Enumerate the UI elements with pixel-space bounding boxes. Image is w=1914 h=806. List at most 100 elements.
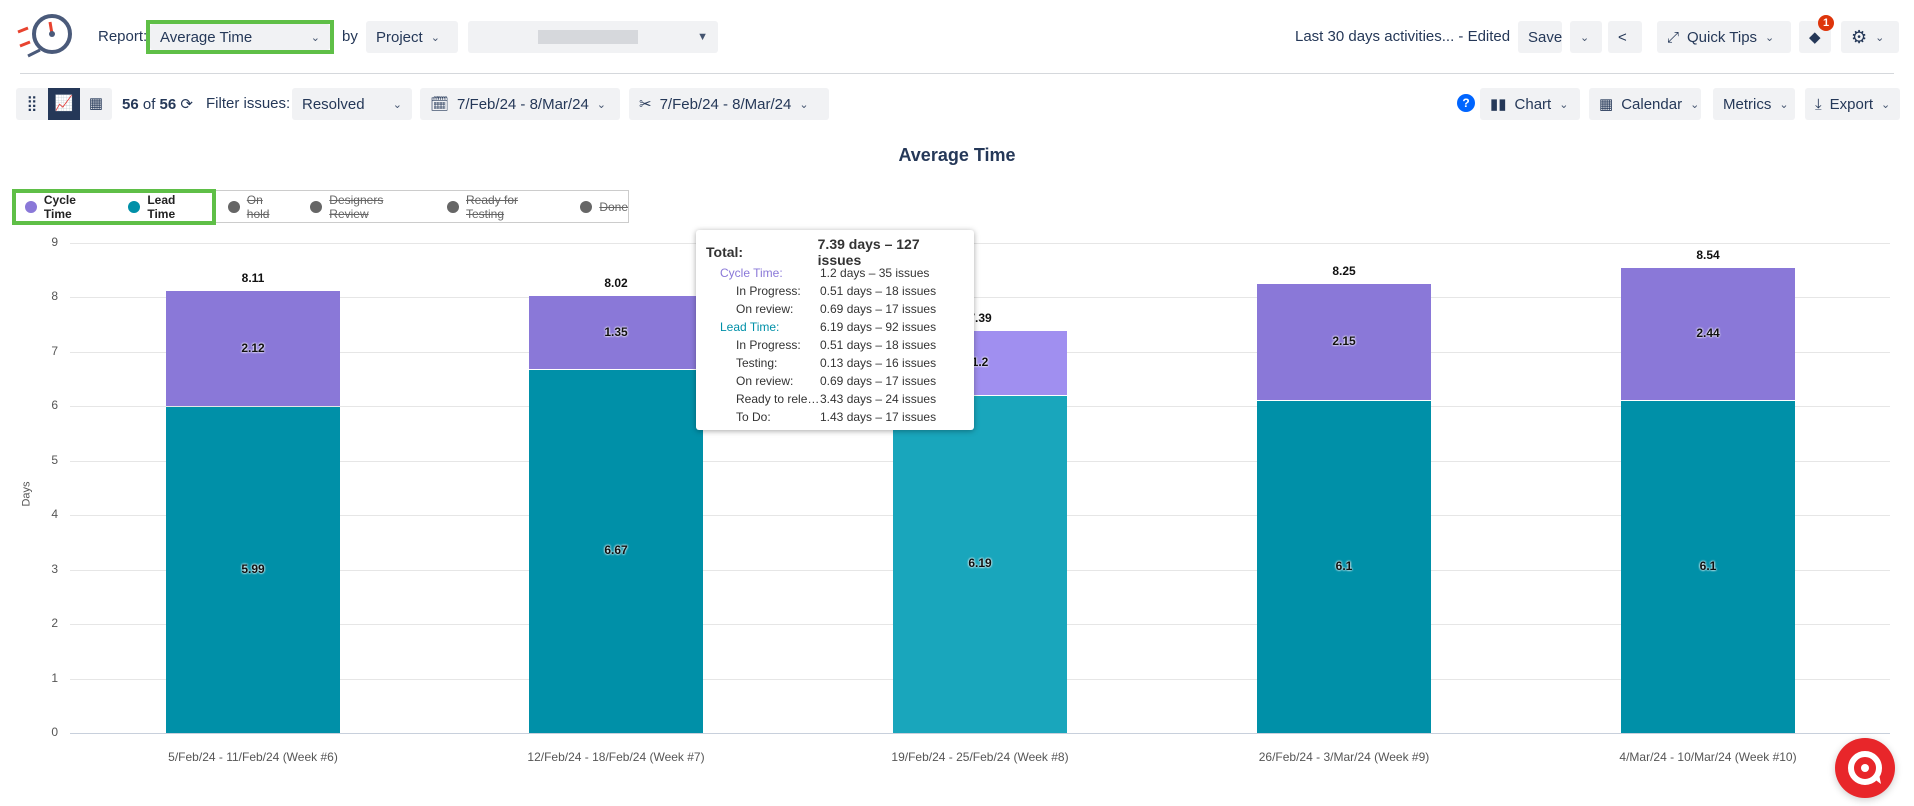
bar-value-label: 6.19 — [968, 556, 992, 571]
legend-dot — [25, 200, 37, 213]
lead-time-bar[interactable] — [1621, 400, 1795, 733]
tooltip-value: 0.69 days – 17 issues — [820, 302, 937, 316]
scissors-icon: ✂ — [639, 96, 652, 113]
bar-value-label: 1.35 — [604, 325, 628, 340]
tooltip-value: 7.39 days – 127 issues — [817, 236, 920, 268]
notification-badge: 1 — [1818, 15, 1834, 31]
table-view-icon[interactable]: ▦ — [88, 95, 104, 112]
save-options-button[interactable]: ⌄ — [1570, 21, 1602, 53]
tooltip-value: 0.69 days – 17 issues — [820, 374, 937, 388]
save-button[interactable]: Save — [1518, 21, 1562, 53]
legend-dot — [128, 200, 141, 213]
legend-highlight — [12, 189, 216, 225]
tooltip-key: To Do: — [736, 410, 771, 424]
lead-time-bar[interactable] — [1257, 400, 1431, 733]
bar-total-label: 8.11 — [241, 271, 265, 286]
grid-view-icon[interactable]: ⣿ — [26, 95, 38, 112]
cycle-time-bar[interactable] — [529, 296, 703, 369]
y-tick-label: 3 — [51, 561, 58, 576]
y-tick-label: 5 — [51, 452, 58, 467]
export-label: Export — [1829, 95, 1873, 113]
tooltip-row: Ready to release:3.43 days – 24 issues — [706, 390, 964, 408]
report-select-highlight — [146, 20, 334, 54]
tooltip-row: Cycle Time: 1.2 days – 35 issues — [706, 264, 964, 282]
bar-total-label: 8.02 — [604, 276, 628, 291]
tooltip-key: Ready to release: — [736, 392, 820, 406]
settings-button[interactable]: ⚙ ⌄ — [1841, 21, 1899, 53]
chevron-down-icon: ⌄ — [799, 98, 809, 111]
chevron-down-icon: ⌄ — [1580, 31, 1590, 44]
cycle-time-bar[interactable] — [166, 291, 340, 406]
app-logo — [14, 12, 78, 60]
tooltip-value: 0.13 days – 16 issues — [820, 356, 937, 370]
legend-item[interactable]: Lead Time — [128, 193, 205, 221]
filter-select[interactable]: Resolved ⌄ — [292, 88, 412, 120]
report-select[interactable]: Average Time ⌄ — [150, 24, 330, 50]
share-button[interactable]: < — [1608, 21, 1642, 53]
lead-time-bar[interactable] — [166, 406, 340, 733]
x-tick-label: 4/Mar/24 - 10/Mar/24 (Week #10) — [1619, 750, 1797, 764]
tooltip-value: 6.19 days – 92 issues — [820, 320, 937, 334]
x-tick-label: 12/Feb/24 - 18/Feb/24 (Week #7) — [527, 750, 705, 764]
y-tick-label: 6 — [51, 398, 58, 413]
help-icon[interactable]: ? — [1457, 94, 1475, 112]
tooltip-row: On review: 0.69 days – 17 issues — [706, 300, 964, 318]
cycle-time-bar[interactable] — [1621, 268, 1795, 400]
legend-dot — [227, 200, 240, 213]
chart-title: Average Time — [898, 145, 1016, 165]
legend-label: Designers Review — [329, 192, 384, 221]
tooltip-key: On review: — [736, 374, 794, 388]
x-tick-label: 5/Feb/24 - 11/Feb/24 (Week #6) — [168, 750, 338, 764]
legend-item[interactable]: On hold — [227, 193, 289, 221]
bar-total-label: 8.54 — [1696, 248, 1720, 263]
legend-label: Ready for Testing — [466, 192, 519, 221]
x-tick-label: 26/Feb/24 - 3/Mar/24 (Week #9) — [1258, 750, 1430, 764]
project-select[interactable]: ▼ — [468, 21, 718, 53]
bar-chart-icon: ▮▮ — [1490, 96, 1507, 113]
y-tick-label: 2 — [51, 616, 58, 631]
group-value: Project — [376, 28, 423, 46]
legend-item[interactable]: Designers Review — [310, 193, 425, 221]
date-range-picker[interactable]: 🗓 7/Feb/24 - 8/Mar/24 ⌄ — [420, 88, 620, 120]
chart-type-button[interactable]: ▮▮ Chart ⌄ — [1480, 88, 1580, 120]
tooltip-key: On review: — [736, 302, 794, 316]
group-by-select[interactable]: Project ⌄ — [366, 21, 458, 53]
quick-tips-button[interactable]: ⤢ Quick Tips ⌄ — [1657, 21, 1791, 53]
saved-view-name[interactable]: Last 30 days activities... - Edited — [1295, 28, 1511, 45]
export-button[interactable]: ⤓ Export ⌄ — [1805, 88, 1900, 120]
issue-count: 56 of 56 ⟳ — [122, 95, 193, 113]
calendar-button[interactable]: ▦ Calendar ⌄ — [1589, 88, 1701, 120]
refresh-icon[interactable]: ⟳ — [180, 96, 193, 113]
y-axis-label: Days — [20, 481, 33, 507]
chart-view-icon[interactable]: 📈 — [48, 88, 80, 120]
calendar-clock-icon: 🗓 — [430, 96, 450, 113]
chevron-down-icon: ⌄ — [1559, 98, 1569, 111]
x-tick-label: 19/Feb/24 - 25/Feb/24 (Week #8) — [891, 750, 1069, 764]
tooltip-key: Total: — [706, 244, 744, 260]
calendar-icon: ▦ — [1599, 96, 1614, 113]
tooltip-row: Lead Time: 6.19 days – 92 issues — [706, 318, 964, 336]
support-chat-button[interactable] — [1835, 738, 1895, 798]
gear-icon: ⚙ — [1851, 26, 1868, 47]
legend-item[interactable]: Ready for Testing — [447, 193, 558, 221]
lead-time-bar[interactable] — [893, 395, 1067, 733]
tooltip-key: In Progress: — [736, 284, 801, 298]
chart-legend: Cycle Time Lead Time On hold Designers Revi… — [12, 190, 629, 223]
bar-total-label: 8.25 — [1332, 263, 1356, 278]
chevron-down-icon: ⌄ — [1779, 98, 1789, 111]
chevron-down-icon: ⌄ — [1875, 31, 1885, 44]
tooltip-value: 0.51 days – 18 issues — [820, 338, 937, 352]
by-label: by — [342, 28, 358, 45]
tooltip-value: 3.43 days – 24 issues — [820, 392, 937, 406]
legend-item[interactable]: Done — [580, 200, 628, 214]
bar-value-label: 6.67 — [604, 543, 628, 558]
metrics-button[interactable]: Metrics ⌄ — [1713, 88, 1795, 120]
count-of: of — [142, 96, 156, 113]
report-label: Report: — [98, 28, 148, 45]
tooltip-value: 1.2 days – 35 issues — [820, 266, 930, 280]
cut-range-picker[interactable]: ✂ 7/Feb/24 - 8/Mar/24 ⌄ — [629, 88, 829, 120]
cycle-time-bar[interactable] — [1257, 283, 1431, 400]
lead-time-bar[interactable] — [529, 369, 703, 733]
caret-down-icon: ▼ — [697, 31, 708, 43]
legend-item[interactable]: Cycle Time — [25, 193, 106, 221]
